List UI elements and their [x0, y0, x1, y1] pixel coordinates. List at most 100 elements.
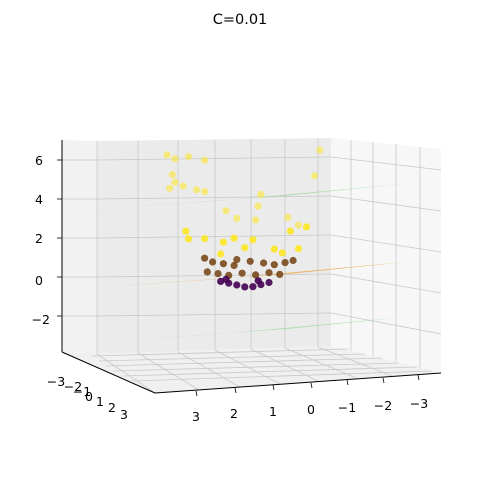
data-point	[241, 283, 249, 291]
front-tick-label: 2	[230, 406, 238, 421]
data-point	[201, 188, 209, 196]
z-tick-label: 4	[35, 192, 43, 207]
data-point	[270, 261, 278, 269]
data-point	[233, 281, 241, 289]
z-tick-labels: 6 4 2 0 −2	[32, 153, 50, 327]
chart-title: C=0.01	[213, 12, 268, 28]
side-tick-label: −1	[73, 384, 91, 399]
data-point	[278, 249, 286, 257]
data-point	[179, 182, 187, 190]
front-tick-label: −1	[338, 400, 356, 415]
data-point	[281, 259, 289, 267]
data-point	[302, 223, 311, 231]
data-point	[201, 156, 209, 164]
scatter-points	[163, 146, 324, 291]
grid-line	[98, 353, 366, 362]
grid-line	[96, 195, 332, 200]
tick-mark	[234, 387, 237, 394]
data-point	[265, 269, 273, 277]
tick-mark	[195, 390, 198, 397]
data-point	[249, 236, 257, 244]
grid-line	[113, 362, 400, 372]
data-point	[219, 260, 227, 268]
front-tick-label: 3	[192, 409, 200, 424]
data-point	[222, 275, 230, 283]
side-tick-labels: −3 −2 −1 0 1 2 3	[47, 374, 128, 422]
data-point	[233, 214, 241, 222]
grid-line	[96, 234, 332, 239]
data-point	[171, 178, 179, 186]
data-point	[249, 283, 257, 291]
data-point	[254, 277, 262, 285]
data-point	[254, 202, 262, 210]
grid-line	[330, 234, 442, 253]
data-point	[201, 254, 209, 262]
tick-marks	[57, 159, 420, 397]
z-tick-label: 6	[35, 153, 43, 168]
data-point	[184, 153, 193, 161]
grid-line	[284, 347, 357, 379]
left-pane	[62, 140, 97, 354]
front-tick-label: −3	[410, 396, 428, 411]
tick-mark	[310, 382, 313, 389]
data-point	[192, 186, 201, 194]
data-point	[230, 234, 238, 242]
front-tick-label: 0	[307, 402, 315, 417]
back-pane	[97, 138, 331, 354]
z-tick-label: 2	[35, 231, 43, 246]
axes-3d: 6 4 2 0 −2 3 2 1 0 −1 −2 −3 −3 −2 −1 0 1…	[32, 138, 442, 424]
tick-mark	[382, 377, 385, 384]
data-point	[209, 258, 217, 266]
grid-line	[96, 273, 332, 278]
grid-line	[96, 312, 332, 317]
front-tick-labels: 3 2 1 0 −1 −2 −3	[192, 396, 428, 424]
data-point	[182, 227, 190, 235]
data-point	[260, 259, 268, 267]
grid-line	[330, 195, 442, 212]
data-point	[203, 268, 211, 276]
data-point	[284, 213, 292, 221]
data-point	[214, 270, 222, 278]
data-point	[316, 146, 324, 154]
data-point	[230, 261, 238, 270]
data-point	[219, 238, 227, 246]
tick-mark	[417, 374, 420, 381]
grid-line	[122, 366, 418, 377]
data-point	[252, 216, 260, 224]
tick-mark	[272, 384, 275, 391]
data-point	[171, 155, 179, 163]
data-point	[270, 245, 278, 253]
data-point	[252, 271, 260, 279]
data-point	[294, 221, 303, 229]
grid-line	[317, 346, 393, 377]
side-tick-label: 0	[85, 389, 93, 404]
grid-lines	[62, 138, 442, 394]
z-tick-label: 0	[35, 273, 43, 288]
grid-line	[105, 357, 383, 367]
grid-line	[177, 351, 241, 388]
data-point	[294, 245, 303, 253]
data-point	[222, 207, 230, 215]
grid-line	[330, 156, 442, 171]
front-tick-label: −2	[374, 398, 392, 413]
right-pane	[331, 138, 441, 373]
tick-mark	[346, 379, 349, 386]
data-point	[276, 270, 284, 278]
data-point	[163, 151, 171, 159]
data-point	[233, 256, 241, 264]
side-tick-label: 3	[120, 407, 128, 422]
data-point	[286, 227, 294, 235]
grid-line	[137, 352, 200, 391]
data-point	[238, 269, 246, 277]
side-tick-label: 2	[108, 400, 116, 415]
grid-line	[131, 370, 433, 382]
data-point	[217, 250, 225, 258]
grid-line	[96, 156, 332, 161]
grid-line	[91, 348, 349, 357]
axis-lines	[61, 140, 442, 394]
data-point	[168, 170, 176, 179]
data-point	[265, 278, 273, 287]
z-tick-label: −2	[32, 312, 50, 327]
data-point	[184, 235, 193, 243]
